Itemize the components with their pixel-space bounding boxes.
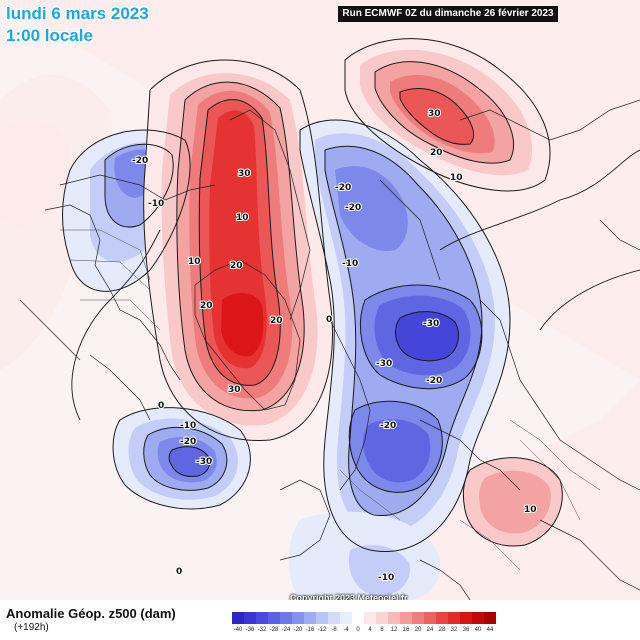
scale-swatch [436,612,448,624]
scale-tick-label: 0 [356,627,360,633]
color-scale-bar [232,612,496,624]
forecast-lead-time: (+192h) [14,622,49,633]
color-scale-labels: -40 -36 -32 -28 -24 -20 -16 -12 -8 -4 0 4 8 12 16 20 24 2… [232,627,496,633]
country-borders [60,229,601,571]
contour-label-scandinavia-30-east: -30 [423,319,439,329]
contour-label-east-pacific-20: -20 [180,437,196,447]
contour-label-greenland-10: 10 [188,257,201,267]
scale-tick-label: -24 [281,627,291,633]
scale-tick-label: -8 [331,627,337,633]
contour-label-greenland-30-north: 30 [238,169,251,179]
scale-tick-label: 24 [426,627,434,633]
map-area: 30 20 20 10 10 20 30 20 10 0 10 30 -20 -… [0,0,640,600]
scale-swatch [352,612,364,624]
coastlines [19,99,640,600]
positive-anomaly-central-asia [463,457,563,546]
contour-lines [62,38,640,552]
scale-tick-label: 44 [486,627,494,633]
contour-label-east-pacific-10: -10 [180,421,196,431]
contour-label-siberia-30: 30 [428,109,441,119]
run-info-banner: Run ECMWF 0Z du dimanche 26 février 2023 [338,6,558,22]
scale-swatch [376,612,388,624]
contour-label-greenland-20-mid: 20 [230,261,243,271]
scale-swatch [400,612,412,624]
scale-swatch [280,612,292,624]
contour-label-scandinavia-30-west: -30 [376,359,392,369]
forecast-hour: 1:00 locale [6,26,93,45]
scale-tick-label: 40 [474,627,482,633]
scale-swatch [424,612,436,624]
scale-swatch [232,612,244,624]
scale-swatch [340,612,352,624]
contour-label-arctic-10: -10 [342,259,358,269]
positive-contour-labels: 30 20 20 10 10 20 30 20 10 0 10 30 [187,108,538,516]
contour-label-siberia-20: 20 [430,148,443,158]
contour-label-zero-greenland: 0 [326,315,332,325]
scale-swatch [484,612,496,624]
scale-tick-label: 16 [402,627,410,633]
scale-tick-label: 8 [380,627,384,633]
contour-label-greenland-20-south: 20 [200,301,213,311]
positive-anomaly-siberia-ridge [345,38,550,191]
contour-label-zero-pacific: 0 [158,401,164,411]
anomaly-map: 30 20 20 10 10 20 30 20 10 0 10 30 -20 -… [0,0,640,600]
legend-title: Anomalie Géop. z500 (dam) [6,606,176,621]
scale-tick-label: 32 [450,627,458,633]
scale-tick-label: -4 [343,627,349,633]
contour-label-greenland-30-core: 30 [228,385,241,395]
forecast-date: lundi 6 mars 2023 [6,4,149,23]
contour-label-arctic-20-b: -20 [345,203,361,213]
scale-tick-label: 28 [438,627,446,633]
contour-label-east-pacific-30: -30 [196,457,212,467]
contour-label-pacific-10: -10 [148,199,164,209]
contour-label-arctic-20-a: -20 [335,183,351,193]
contour-label-europe-20: -20 [380,421,396,431]
scale-swatch [388,612,400,624]
scale-swatch [304,612,316,624]
contour-label-siberia-10: 10 [450,173,463,183]
positive-anomaly-alaska [0,119,71,226]
scale-tick-label: 36 [462,627,470,633]
scale-swatch [460,612,472,624]
contour-label-zero-atlantic: 0 [176,567,182,577]
scale-tick-label: -32 [257,627,267,633]
scale-swatch [364,612,376,624]
scale-swatch [448,612,460,624]
contour-label-pacific-20: -20 [132,156,148,166]
positive-anomaly-greenland-ridge [143,60,333,441]
negative-anomaly-arctic-trough [300,120,510,552]
scale-tick-label: -28 [269,627,279,633]
scale-swatch [316,612,328,624]
contour-label-greenland-30-east: 20 [270,316,283,326]
negative-anomaly-atlantic [288,511,441,600]
scale-tick-label: -40 [233,627,243,633]
negative-contour-labels: -20 -10 -20 -20 -10 -30 -30 -20 -20 -10 … [131,155,443,584]
scale-swatch [472,612,484,624]
scale-swatch [292,612,304,624]
contour-label-asia-10: 10 [524,505,537,515]
scale-swatch [256,612,268,624]
scale-swatch [328,612,340,624]
contour-label-atlantic-10: -10 [378,573,394,583]
scale-tick-label: -36 [245,627,255,633]
copyright-notice: Copyright 2023 Meteociel.fr [290,593,408,603]
scale-tick-label: -16 [305,627,315,633]
scale-tick-label: 12 [390,627,398,633]
contour-label-ridge-10: 10 [236,213,249,223]
scale-swatch [244,612,256,624]
scale-tick-label: 20 [414,627,422,633]
scale-swatch [268,612,280,624]
scale-swatch [412,612,424,624]
contour-label-scandinavia-20: -20 [426,376,442,386]
scale-tick-label: -12 [317,627,327,633]
scale-tick-label: 4 [368,627,372,633]
scale-tick-label: -20 [293,627,303,633]
